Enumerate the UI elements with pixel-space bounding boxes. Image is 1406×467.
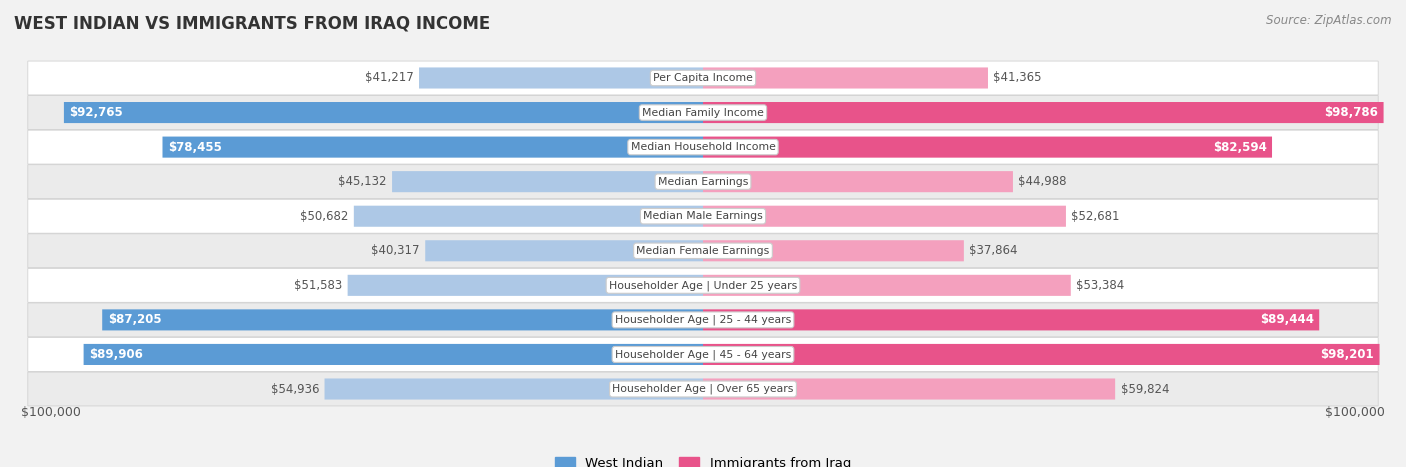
FancyBboxPatch shape bbox=[347, 275, 703, 296]
Text: $89,444: $89,444 bbox=[1260, 313, 1313, 326]
FancyBboxPatch shape bbox=[83, 344, 703, 365]
FancyBboxPatch shape bbox=[28, 130, 1378, 164]
FancyBboxPatch shape bbox=[703, 67, 988, 89]
Text: $98,201: $98,201 bbox=[1320, 348, 1374, 361]
Text: $98,786: $98,786 bbox=[1324, 106, 1378, 119]
FancyBboxPatch shape bbox=[703, 275, 1071, 296]
Text: Median Family Income: Median Family Income bbox=[643, 107, 763, 118]
FancyBboxPatch shape bbox=[703, 240, 965, 262]
FancyBboxPatch shape bbox=[703, 102, 1384, 123]
FancyBboxPatch shape bbox=[28, 96, 1378, 129]
Text: $78,455: $78,455 bbox=[167, 141, 222, 154]
FancyBboxPatch shape bbox=[703, 378, 1115, 400]
Text: $41,217: $41,217 bbox=[364, 71, 413, 85]
FancyBboxPatch shape bbox=[28, 234, 1378, 268]
FancyBboxPatch shape bbox=[28, 303, 1378, 337]
FancyBboxPatch shape bbox=[392, 171, 703, 192]
Text: $45,132: $45,132 bbox=[337, 175, 387, 188]
Text: Median Female Earnings: Median Female Earnings bbox=[637, 246, 769, 256]
FancyBboxPatch shape bbox=[354, 205, 703, 227]
FancyBboxPatch shape bbox=[28, 61, 1378, 95]
Text: Householder Age | 45 - 64 years: Householder Age | 45 - 64 years bbox=[614, 349, 792, 360]
Legend: West Indian, Immigrants from Iraq: West Indian, Immigrants from Iraq bbox=[550, 452, 856, 467]
FancyBboxPatch shape bbox=[703, 309, 1319, 331]
FancyBboxPatch shape bbox=[28, 338, 1378, 371]
Text: $87,205: $87,205 bbox=[108, 313, 162, 326]
Text: $92,765: $92,765 bbox=[69, 106, 124, 119]
Text: $100,000: $100,000 bbox=[1326, 406, 1385, 419]
FancyBboxPatch shape bbox=[28, 372, 1378, 406]
FancyBboxPatch shape bbox=[163, 136, 703, 158]
FancyBboxPatch shape bbox=[28, 199, 1378, 233]
Text: $51,583: $51,583 bbox=[294, 279, 342, 292]
FancyBboxPatch shape bbox=[703, 136, 1272, 158]
FancyBboxPatch shape bbox=[703, 344, 1379, 365]
Text: Median Household Income: Median Household Income bbox=[630, 142, 776, 152]
FancyBboxPatch shape bbox=[325, 378, 703, 400]
Text: $100,000: $100,000 bbox=[21, 406, 80, 419]
Text: $37,864: $37,864 bbox=[969, 244, 1018, 257]
Text: Median Male Earnings: Median Male Earnings bbox=[643, 211, 763, 221]
Text: Householder Age | 25 - 44 years: Householder Age | 25 - 44 years bbox=[614, 315, 792, 325]
Text: Householder Age | Over 65 years: Householder Age | Over 65 years bbox=[612, 384, 794, 394]
Text: Median Earnings: Median Earnings bbox=[658, 177, 748, 187]
FancyBboxPatch shape bbox=[28, 269, 1378, 302]
Text: $53,384: $53,384 bbox=[1077, 279, 1125, 292]
FancyBboxPatch shape bbox=[419, 67, 703, 89]
Text: $40,317: $40,317 bbox=[371, 244, 420, 257]
FancyBboxPatch shape bbox=[63, 102, 703, 123]
FancyBboxPatch shape bbox=[703, 205, 1066, 227]
Text: $44,988: $44,988 bbox=[1018, 175, 1067, 188]
FancyBboxPatch shape bbox=[703, 171, 1012, 192]
Text: $82,594: $82,594 bbox=[1212, 141, 1267, 154]
Text: $89,906: $89,906 bbox=[89, 348, 143, 361]
Text: Householder Age | Under 25 years: Householder Age | Under 25 years bbox=[609, 280, 797, 290]
FancyBboxPatch shape bbox=[103, 309, 703, 331]
Text: $52,681: $52,681 bbox=[1071, 210, 1121, 223]
Text: Per Capita Income: Per Capita Income bbox=[652, 73, 754, 83]
Text: Source: ZipAtlas.com: Source: ZipAtlas.com bbox=[1267, 14, 1392, 27]
Text: $59,824: $59,824 bbox=[1121, 382, 1170, 396]
Text: $50,682: $50,682 bbox=[299, 210, 349, 223]
FancyBboxPatch shape bbox=[425, 240, 703, 262]
Text: WEST INDIAN VS IMMIGRANTS FROM IRAQ INCOME: WEST INDIAN VS IMMIGRANTS FROM IRAQ INCO… bbox=[14, 14, 491, 32]
Text: $54,936: $54,936 bbox=[270, 382, 319, 396]
FancyBboxPatch shape bbox=[28, 165, 1378, 198]
Text: $41,365: $41,365 bbox=[994, 71, 1042, 85]
